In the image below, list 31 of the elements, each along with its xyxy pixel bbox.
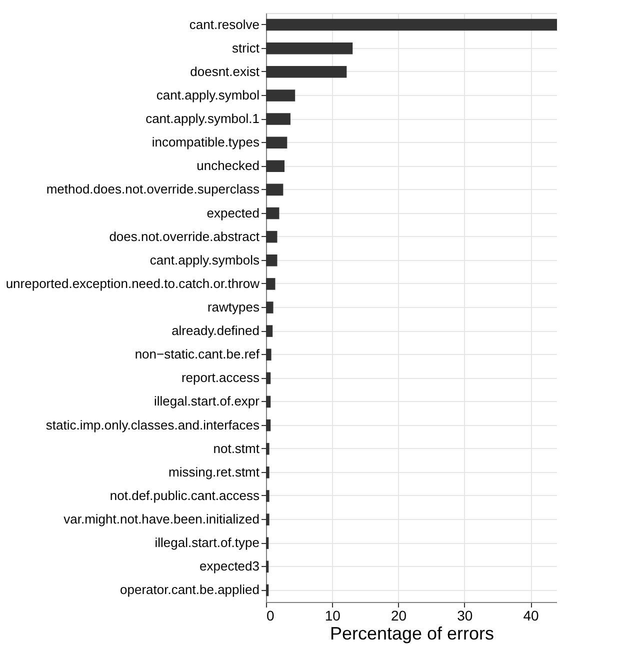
y-tick-label: doesnt.exist <box>190 64 260 79</box>
y-tick-label: rawtypes <box>207 300 260 314</box>
x-tick-label: 0 <box>266 608 274 624</box>
y-tick-label: missing.ret.stmt <box>168 464 260 480</box>
y-tick-label: not.stmt <box>213 440 260 456</box>
y-tick-label: illegal.start.of.type <box>154 535 260 550</box>
y-tick-label: var.might.not.have.been.initialized <box>64 512 260 527</box>
y-tick-label: cant.resolve <box>189 16 260 32</box>
y-tick-label: static.imp.only.classes.and.interfaces <box>46 417 260 432</box>
y-tick-label: not.def.public.cant.access <box>110 488 260 503</box>
x-tick-label: 10 <box>324 608 341 624</box>
y-tick-label: does.not.override.abstract <box>109 228 260 244</box>
x-tick-label: 20 <box>390 608 407 624</box>
y-tick-label: cant.apply.symbol <box>156 87 260 102</box>
y-tick-label: unreported.exception.need.to.catch.or.throw <box>6 276 260 291</box>
y-tick-label: illegal.start.of.expr <box>154 394 260 409</box>
y-tick-label: expected3 <box>200 558 260 574</box>
y-tick-label: already.defined <box>172 323 260 338</box>
y-tick-label: method.does.not.override.superclass <box>46 182 260 197</box>
y-tick-label: unchecked <box>196 158 260 174</box>
y-tick-label: incompatible.types <box>152 134 260 150</box>
y-tick-label: cant.apply.symbols <box>150 252 260 268</box>
y-tick-label: report.access <box>181 370 260 386</box>
y-tick-label: non−static.cant.be.ref <box>134 346 260 362</box>
y-tick-label: cant.apply.symbol.1 <box>146 111 260 126</box>
x-axis-title: Percentage of errors <box>330 624 494 644</box>
x-tick-label: 30 <box>457 608 473 624</box>
y-tick-label: strict <box>232 40 260 56</box>
y-tick-label: expected <box>206 205 260 220</box>
y-tick-label: operator.cant.be.applied <box>120 582 260 598</box>
x-tick-label: 40 <box>523 608 540 624</box>
